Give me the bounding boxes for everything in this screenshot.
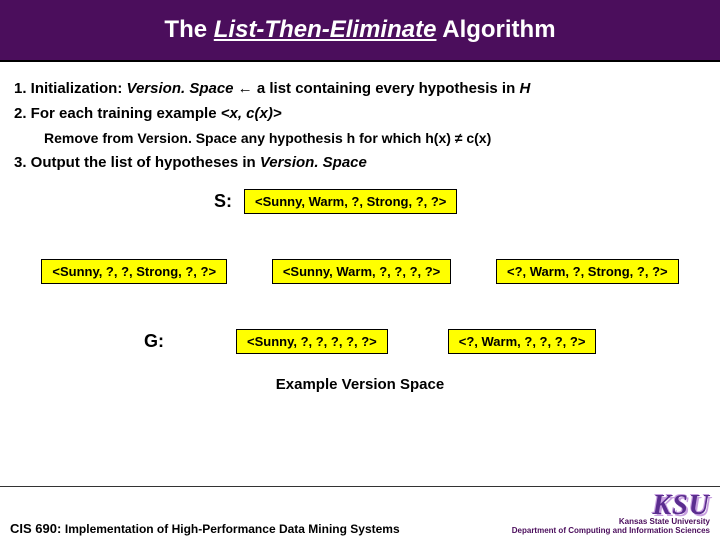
step3-vs: Version. Space <box>260 154 367 171</box>
department-name: Department of Computing and Information … <box>512 527 710 536</box>
step2-tuple: <x, c(x)> <box>221 105 282 122</box>
mid-box-1: <Sunny, ?, ?, Strong, ?, ?> <box>41 259 227 284</box>
sub-h: h <box>347 130 356 146</box>
step3-label: 3. Output the list of hypotheses in <box>14 154 260 171</box>
content-area: 1. Initialization: Version. Space ← a li… <box>0 62 720 393</box>
step-1: 1. Initialization: Version. Space ← a li… <box>14 80 706 97</box>
title-bar: The List-Then-Eliminate Algorithm <box>0 0 720 62</box>
title-prefix: The <box>164 16 213 43</box>
g-label: G: <box>144 331 164 352</box>
step2-label: 2. For each training example <box>14 105 221 122</box>
step-2: 2. For each training example <x, c(x)> <box>14 105 706 122</box>
slide-title: The List-Then-Eliminate Algorithm <box>164 16 555 44</box>
sub-a: Remove from <box>44 130 137 146</box>
step-2-sub: Remove from Version. Space any hypothesi… <box>44 130 706 146</box>
sub-c: for which <box>355 130 425 146</box>
course-title: Implementation of High-Performance Data … <box>65 522 400 536</box>
s-hypothesis-box: <Sunny, Warm, ?, Strong, ?, ?> <box>244 189 457 214</box>
step1-label: 1. Initialization: <box>14 80 127 97</box>
mid-box-3: <?, Warm, ?, Strong, ?, ?> <box>496 259 679 284</box>
middle-hypotheses-row: <Sunny, ?, ?, Strong, ?, ?> <Sunny, Warm… <box>34 259 686 284</box>
example-caption: Example Version Space <box>14 376 706 393</box>
s-boundary-row: S: <Sunny, Warm, ?, Strong, ?, ?> <box>214 189 706 214</box>
course-code: CIS 690: <box>10 521 65 536</box>
sub-d: h(x) ≠ c(x) <box>425 130 491 146</box>
g-hypothesis-box-1: <Sunny, ?, ?, ?, ?, ?> <box>236 329 388 354</box>
step1-h: H <box>519 80 530 97</box>
sub-vs: Version. Space <box>137 130 237 146</box>
slide-footer: CIS 690: Implementation of High-Performa… <box>0 486 720 540</box>
title-underlined: List-Then-Eliminate <box>214 16 437 43</box>
footer-right: KSU Kansas State University Department o… <box>512 493 710 536</box>
footer-left: CIS 690: Implementation of High-Performa… <box>10 521 400 536</box>
sub-b: any hypothesis <box>237 130 347 146</box>
step1-arrow: ← <box>234 80 257 97</box>
step-3: 3. Output the list of hypotheses in Vers… <box>14 154 706 171</box>
g-hypothesis-box-2: <?, Warm, ?, ?, ?, ?> <box>448 329 597 354</box>
s-label: S: <box>214 191 232 212</box>
step1-vs: Version. Space <box>127 80 234 97</box>
title-suffix: Algorithm <box>436 16 555 43</box>
ksu-logo: KSU <box>512 493 710 518</box>
g-boundary-row: G: <Sunny, ?, ?, ?, ?, ?> <?, Warm, ?, ?… <box>144 329 706 354</box>
mid-box-2: <Sunny, Warm, ?, ?, ?, ?> <box>272 259 451 284</box>
step1-rest: a list containing every hypothesis in <box>257 80 520 97</box>
